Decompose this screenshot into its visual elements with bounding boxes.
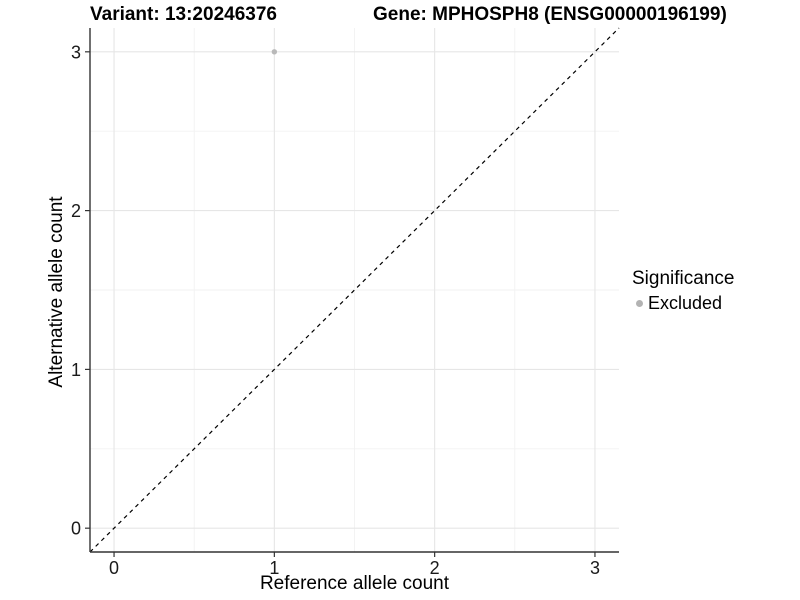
x-tick-label: 0 — [109, 558, 119, 578]
y-tick-label: 0 — [71, 519, 81, 539]
y-tick-label: 3 — [71, 42, 81, 62]
variant-title: Variant: 13:20246376 — [90, 4, 277, 25]
x-tick-label: 3 — [590, 558, 600, 578]
legend-item-label: Excluded — [648, 293, 723, 313]
legend: Significance Excluded — [632, 268, 734, 314]
x-tick-label: 1 — [269, 558, 279, 578]
y-tick-label: 2 — [71, 201, 81, 221]
legend-item-excluded: Excluded — [632, 293, 734, 314]
x-tick-label: 2 — [430, 558, 440, 578]
y-axis-label: Alternative allele count — [46, 196, 67, 388]
legend-title: Significance — [632, 268, 735, 289]
y-tick-label: 1 — [71, 360, 81, 380]
gene-title: Gene: MPHOSPH8 (ENSG00000196199) — [373, 4, 727, 25]
legend-key — [632, 297, 646, 311]
data-point — [271, 49, 278, 55]
x-axis-label: Reference allele count — [259, 573, 450, 594]
legend-point-icon — [635, 300, 643, 307]
